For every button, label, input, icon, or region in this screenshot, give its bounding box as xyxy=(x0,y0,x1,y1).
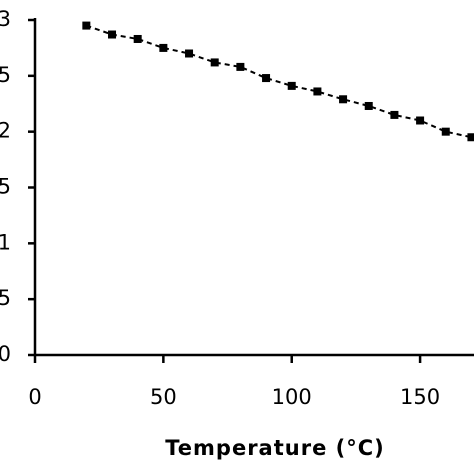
y-tick-label: 0 xyxy=(0,342,11,366)
y-tick-label: 0.5 xyxy=(0,286,11,310)
point xyxy=(82,21,91,30)
y-tick-label: 2 xyxy=(0,119,11,143)
y-tick-label: 1.5 xyxy=(0,175,11,199)
point xyxy=(236,62,245,71)
point xyxy=(441,127,450,136)
point xyxy=(416,116,425,125)
y-tick-label: 3 xyxy=(0,7,11,31)
point xyxy=(313,87,322,96)
point xyxy=(185,49,194,58)
x-tick-label: 150 xyxy=(400,385,440,409)
point xyxy=(467,133,474,142)
x-axis-label: Temperature (°C) xyxy=(165,436,384,460)
x-tick-label: 50 xyxy=(150,385,177,409)
point xyxy=(390,110,399,119)
point xyxy=(159,43,168,52)
series-line xyxy=(86,24,472,139)
y-tick-label: 2.5 xyxy=(0,63,11,87)
point xyxy=(210,58,219,67)
point xyxy=(108,30,117,39)
point xyxy=(364,101,373,110)
point xyxy=(262,74,271,83)
point xyxy=(133,34,142,43)
point xyxy=(287,81,296,90)
y-tick-label: 1 xyxy=(0,230,11,254)
x-tick-label: 100 xyxy=(272,385,312,409)
x-tick-label: 0 xyxy=(28,385,41,409)
point xyxy=(339,95,348,104)
